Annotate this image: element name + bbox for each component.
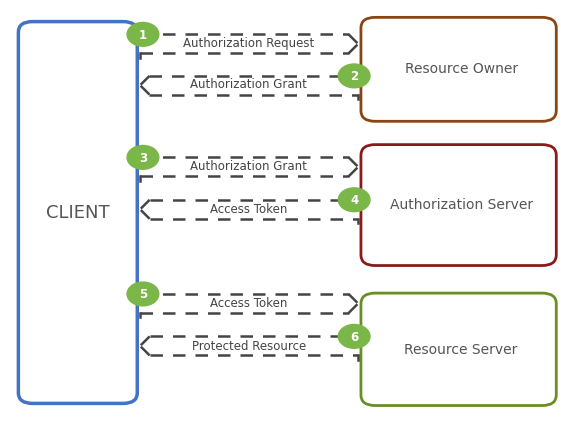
Circle shape (339, 188, 370, 212)
Text: 2: 2 (350, 70, 358, 83)
Text: Access Token: Access Token (210, 202, 287, 215)
FancyBboxPatch shape (361, 294, 556, 406)
Text: 4: 4 (350, 194, 358, 207)
Circle shape (339, 65, 370, 89)
Text: Protected Resource: Protected Resource (192, 339, 306, 352)
Text: Authorization Grant: Authorization Grant (191, 78, 307, 91)
Text: CLIENT: CLIENT (46, 204, 110, 222)
Text: Access Token: Access Token (210, 296, 287, 310)
Text: 1: 1 (139, 29, 147, 42)
Circle shape (127, 282, 159, 306)
FancyBboxPatch shape (361, 18, 556, 122)
Text: Authorization Server: Authorization Server (390, 198, 533, 212)
Circle shape (339, 325, 370, 348)
Text: Resource Server: Resource Server (405, 343, 518, 356)
Text: 6: 6 (350, 330, 358, 343)
FancyBboxPatch shape (18, 23, 137, 403)
Text: 5: 5 (139, 288, 147, 301)
Circle shape (127, 23, 159, 47)
Text: 3: 3 (139, 152, 147, 164)
Text: Resource Owner: Resource Owner (405, 62, 518, 76)
Circle shape (127, 146, 159, 170)
Text: Authorization Grant: Authorization Grant (191, 160, 307, 173)
Text: Authorization Request: Authorization Request (183, 37, 315, 50)
FancyBboxPatch shape (361, 145, 556, 266)
